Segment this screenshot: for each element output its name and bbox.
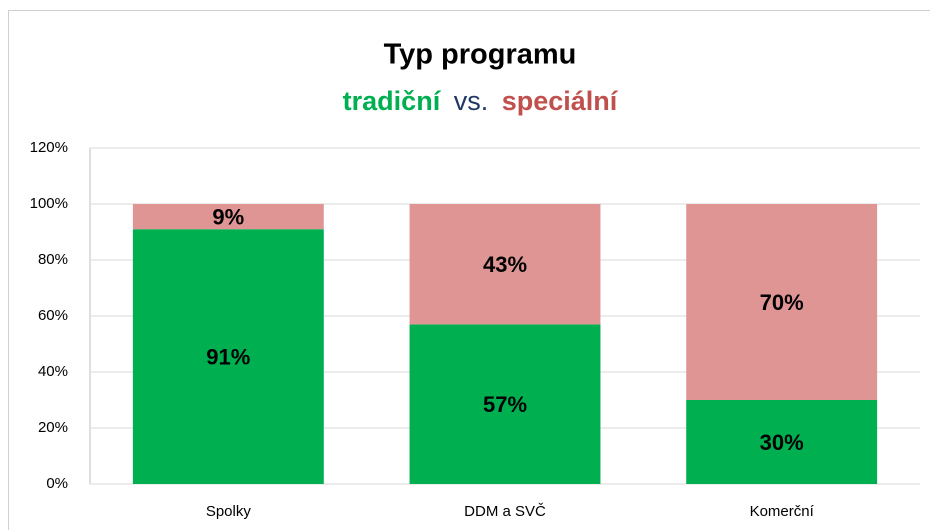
data-label: 30% [760, 430, 804, 455]
data-label: 9% [212, 204, 244, 229]
y-tick-label: 60% [38, 307, 68, 324]
y-tick-label: 100% [30, 195, 68, 212]
x-tick-label: DDM a SVČ [464, 503, 546, 520]
data-label: 70% [760, 290, 804, 315]
subtitle-joiner: vs. [454, 86, 489, 116]
chart-title: Typ programu [384, 39, 577, 71]
data-label: 43% [483, 252, 527, 277]
y-tick-label: 40% [38, 363, 68, 380]
x-tick-label: Komerční [750, 503, 815, 520]
chart-subtitle: tradiční vs. speciální [343, 86, 619, 116]
x-tick-label: Spolky [206, 503, 252, 520]
y-tick-label: 120% [30, 139, 68, 156]
y-tick-label: 0% [46, 475, 68, 492]
bar-segment [409, 324, 601, 484]
data-label: 91% [206, 344, 250, 369]
data-label: 57% [483, 392, 527, 417]
y-tick-label: 80% [38, 251, 68, 268]
bar-segment [132, 204, 324, 230]
bar-segment [686, 204, 878, 400]
y-tick-label: 20% [38, 419, 68, 436]
bar-segment [686, 400, 878, 484]
bar-segment [132, 229, 324, 484]
legend-entry: tradiční [343, 86, 442, 116]
bar-segment [409, 204, 601, 325]
legend-entry: speciální [502, 86, 619, 116]
